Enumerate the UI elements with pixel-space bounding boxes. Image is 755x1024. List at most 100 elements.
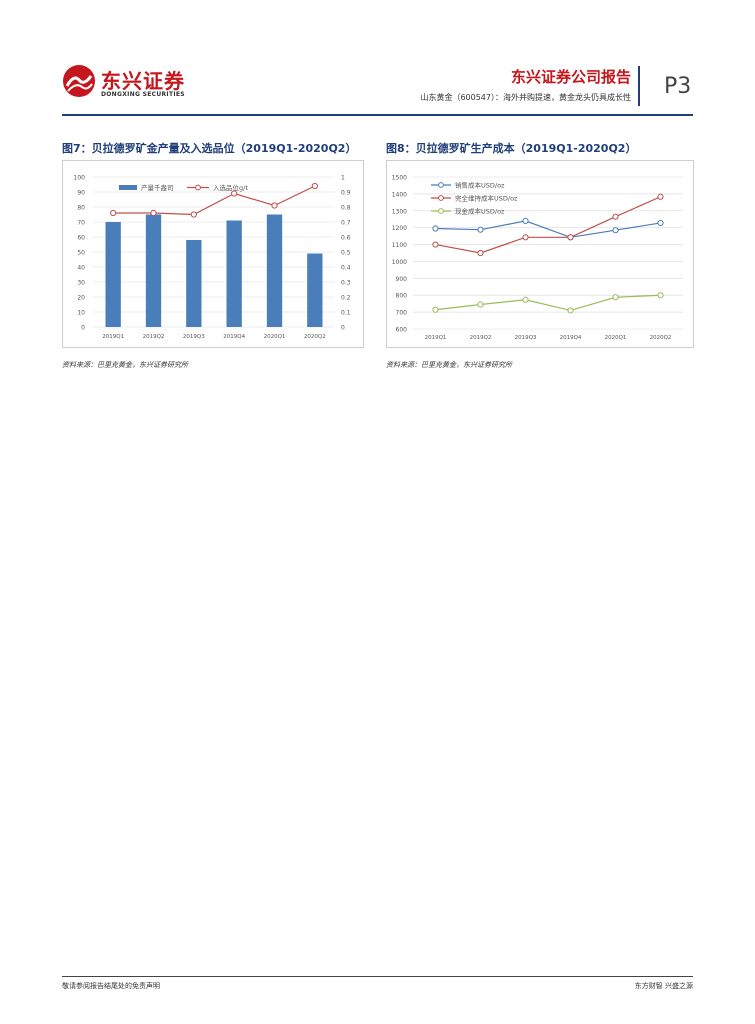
point-grade [110,209,117,217]
point-grade [231,190,238,197]
point-series-1 [567,234,574,241]
point-series-0 [432,225,439,232]
point-grade [271,202,278,209]
chart-8-svg: 600 700 800 900 1000 1100 1200 1300 1400 1500 2019… [392,175,683,341]
y-tick-label: 800 [396,293,408,300]
series-line-2 [435,294,661,312]
point-series-1 [477,249,484,257]
point-series-2 [477,301,484,308]
point-series-2 [567,307,574,314]
y-tick-label: 1200 [392,225,407,232]
legend-label: 产量千盎司 [141,183,174,192]
series-line-0 [435,220,661,238]
legend-label: 完全维持成本USD/oz [455,194,518,203]
legend-label: 现金成本USD/oz [455,207,505,216]
x-tick-label: 2020Q1 [605,335,627,341]
y-right-tick-label: 0.6 [341,235,351,242]
footer-disclaimer: 敬请参阅报告结尾处的免责声明 [62,982,160,990]
logo-text-cn: 东兴证券 [101,69,185,93]
y-left-tick-label: 10 [77,310,85,317]
y-left-tick-label: 100 [74,175,86,182]
x-tick-label: 2019Q3 [515,335,537,341]
x-tick-label: 2019Q2 [470,335,492,341]
legend-swatch-marker [195,184,201,191]
point-series-0 [522,217,529,225]
chart-7-svg: 0 10 20 30 40 50 60 70 80 90 100 0 0.1 0.2 0.3 0.4 0.5 0.… [74,175,351,341]
x-tick-label: 2019Q2 [143,334,165,340]
figure-8-title: 图8：贝拉德罗矿生产成本（2019Q1-2020Q2） [386,142,637,155]
header-rule [62,114,693,116]
point-series-0 [477,226,484,233]
page-number: P3 [664,74,692,99]
figure-7-title: 图7：贝拉德罗矿金产量及入选品位（2019Q1-2020Q2） [62,142,357,155]
y-right-tick-label: 0.3 [341,280,351,287]
y-left-tick-label: 60 [77,235,85,242]
y-tick-label: 600 [396,327,408,334]
x-tick-label: 2019Q4 [223,334,245,340]
figure-8-chart: 600 700 800 900 1000 1100 1200 1300 1400 1500 2019… [386,160,694,348]
y-tick-label: 1400 [392,191,407,198]
point-series-1 [657,193,664,200]
y-left-tick-label: 0 [81,325,85,332]
y-right-tick-label: 1 [341,175,345,182]
y-left-tick-label: 80 [77,205,85,212]
figure-8-source: 资料来源：巴里克黄金，东兴证券研究所 [386,361,512,369]
point-grade [150,209,157,217]
x-tick-label: 2020Q2 [304,334,326,340]
x-tick-label: 2019Q1 [425,335,447,341]
series-line-grade [113,185,316,216]
y-tick-label: 1500 [392,175,407,182]
x-tick-label: 2020Q1 [264,334,286,340]
y-right-tick-label: 0 [341,325,345,332]
y-right-tick-label: 0.4 [341,265,351,272]
y-right-tick-label: 0.9 [341,190,351,197]
bar-production [226,220,242,327]
bar-production [145,214,162,327]
x-tick-label: 2019Q3 [183,334,205,340]
point-grade [190,211,197,218]
legend-swatch-bar [119,185,137,190]
footer-rule [62,976,693,977]
point-series-0 [657,219,664,227]
bar-production [266,214,283,327]
y-left-tick-label: 90 [77,190,85,197]
y-right-tick-label: 0.1 [341,310,351,317]
x-tick-label: 2019Q4 [560,335,582,341]
point-series-0 [612,227,619,234]
y-right-tick-label: 0.7 [341,220,351,227]
logo-text-en: DONGXING SECURITIES [101,91,185,98]
legend-swatch-marker [438,208,444,214]
y-right-tick-label: 0.8 [341,205,351,212]
legend-label: 入选品位g/t [213,183,248,192]
bar-production [186,240,202,327]
y-right-tick-label: 0.5 [341,250,351,257]
report-title: 东兴证券公司报告 [510,68,631,86]
y-left-tick-label: 40 [77,265,85,272]
bar-production [307,253,323,327]
figure-7-source: 资料来源：巴里克黄金，东兴证券研究所 [62,361,188,369]
legend-swatch-marker [438,195,444,201]
y-tick-label: 1300 [392,208,407,215]
y-left-tick-label: 50 [77,250,85,257]
x-tick-label: 2019Q1 [102,334,124,340]
y-right-tick-label: 0.2 [341,295,351,302]
point-series-1 [522,234,529,241]
point-series-1 [432,241,439,248]
header-divider [638,66,640,106]
company-logo-icon [63,65,95,97]
report-subtitle: 山东黄金（600547）：海外并购提速，黄金龙头仍具成长性 [420,93,631,102]
point-grade [311,182,318,190]
legend-label: 销售成本USD/oz [455,181,505,190]
y-left-tick-label: 30 [77,280,85,287]
figure-7-chart: 0 10 20 30 40 50 60 70 80 90 100 0 0.1 0.2 0.3 0.4 0.5 0.… [62,160,364,348]
y-tick-label: 1000 [392,259,407,266]
x-tick-label: 2020Q2 [650,335,672,341]
y-tick-label: 700 [396,310,408,317]
footer-slogan: 东方财智 兴盛之源 [634,982,693,990]
y-left-tick-label: 20 [77,295,85,302]
point-series-2 [432,306,439,313]
point-series-2 [522,296,529,303]
series-line-1 [435,196,661,254]
point-series-1 [612,213,619,220]
y-tick-label: 1100 [392,242,407,249]
